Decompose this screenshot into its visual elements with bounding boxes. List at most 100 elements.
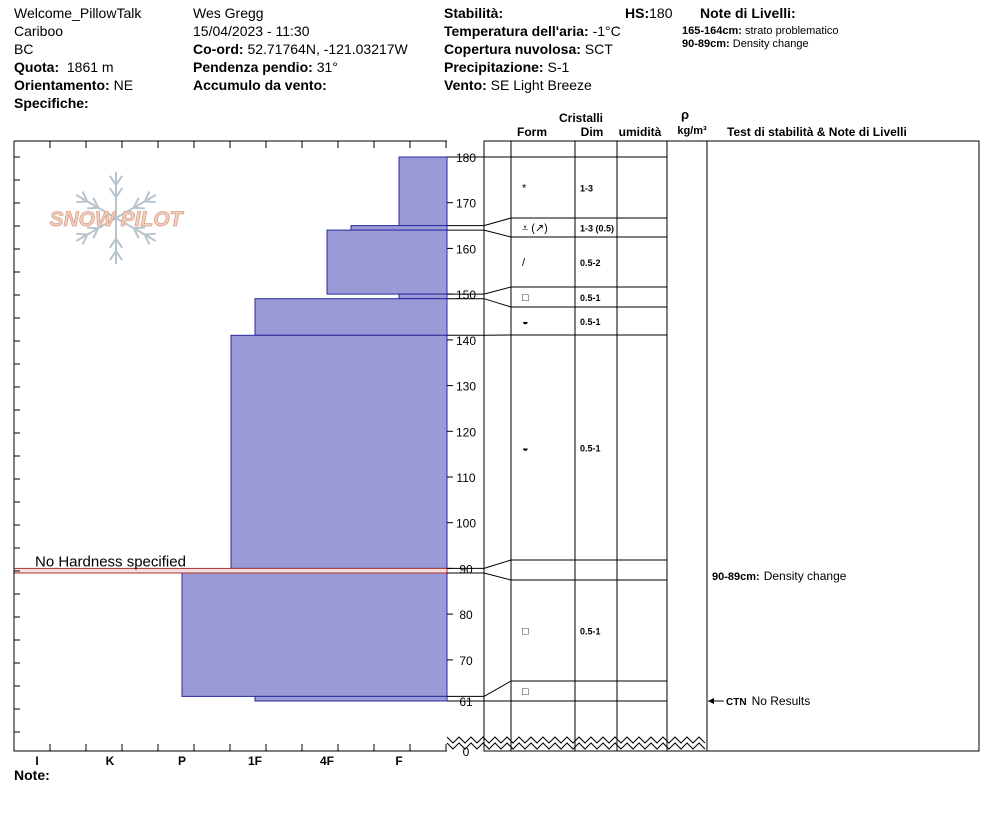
depth-axis: 180 170 160 150 140 130 120 110 100 90 80 70 61 0 bbox=[447, 151, 476, 759]
air-temp-value: -1°C bbox=[592, 23, 621, 39]
elevation-label: Quota: bbox=[14, 59, 60, 75]
depth-tick-label: 170 bbox=[456, 197, 476, 211]
aspect-value: NE bbox=[113, 77, 134, 93]
state-name: BC bbox=[14, 41, 34, 57]
hardness-tick-label: P bbox=[178, 754, 186, 768]
flake-branch bbox=[108, 238, 117, 249]
flake-branch bbox=[108, 250, 117, 261]
air-temp-label: Temperatura dell'aria: bbox=[444, 23, 589, 39]
wind-loading-row: Accumulo da vento: bbox=[193, 76, 327, 94]
flake-branch bbox=[133, 226, 145, 230]
crystal-size: 0.5-1 bbox=[580, 444, 601, 454]
site-name: Welcome_PillowTalk bbox=[14, 5, 142, 21]
depth-tick-label: 0 bbox=[463, 745, 470, 759]
notes-label: Note: bbox=[14, 767, 50, 783]
crystals-header: Cristalli bbox=[559, 111, 603, 125]
depth-tick-label: 180 bbox=[456, 151, 476, 165]
depth-connector bbox=[483, 680, 512, 697]
flake-branch bbox=[132, 227, 140, 239]
depth-tick-label: 140 bbox=[456, 334, 476, 348]
wind-loading-label: Accumulo da vento: bbox=[193, 77, 327, 93]
hardness-bar bbox=[398, 156, 448, 227]
hardness-bar bbox=[398, 293, 448, 300]
crystal-form: □ bbox=[522, 626, 529, 638]
hardness-bar bbox=[181, 572, 448, 697]
flake-branch bbox=[144, 200, 156, 204]
flake-branch bbox=[144, 232, 156, 236]
layer-comments: 90-89cm: Density change CTN No Results bbox=[708, 569, 847, 708]
aspect-label: Orientamento: bbox=[14, 77, 110, 93]
layer-comment: 90-89cm: Density change bbox=[712, 569, 847, 583]
flake-branch bbox=[87, 226, 99, 230]
watermark-text: SNOW PILOT bbox=[50, 208, 185, 231]
flake-arm bbox=[75, 217, 117, 242]
depth-connector bbox=[483, 286, 512, 295]
hs-label: HS: bbox=[625, 5, 650, 21]
no-hardness-label: No Hardness specified bbox=[35, 553, 186, 570]
hardness-bar bbox=[230, 334, 448, 569]
zigzag-break bbox=[446, 736, 706, 744]
crystal-form: / bbox=[522, 257, 526, 269]
sky-label: Copertura nuvolosa: bbox=[444, 41, 581, 57]
test-arrowhead bbox=[708, 698, 714, 704]
stability-label: Stabilità: bbox=[444, 5, 504, 21]
crystal-form: ◒ bbox=[522, 316, 529, 328]
crystal-form: * bbox=[522, 183, 527, 195]
hardness-profile: No Hardness specified bbox=[13, 156, 448, 702]
layer-comment-text: Density change bbox=[764, 569, 847, 583]
layer-notes-title: Note di Livelli: bbox=[700, 5, 796, 21]
hardness-tick-label: 1F bbox=[248, 754, 262, 768]
flake-branch bbox=[115, 238, 124, 249]
crystal-size: 0.5-1 bbox=[580, 627, 601, 637]
crystal-size: 0.5-1 bbox=[580, 293, 601, 303]
depth-tick-label: 130 bbox=[456, 380, 476, 394]
flake-arm bbox=[115, 194, 157, 219]
flake-branch bbox=[81, 234, 89, 245]
range-name: Cariboo bbox=[14, 23, 64, 39]
crystal-size: 0.5-1 bbox=[580, 317, 601, 327]
precip-value: S-1 bbox=[547, 59, 570, 75]
crystal-form: ⩡ (↗) bbox=[522, 223, 548, 235]
density-unit: kg/m³ bbox=[677, 125, 707, 137]
flake-branch bbox=[133, 206, 145, 210]
hardness-bar bbox=[350, 225, 448, 231]
wind-value: SE Light Breeze bbox=[490, 77, 592, 93]
depth-connector bbox=[483, 217, 512, 227]
slope-label: Pendenza pendio: bbox=[193, 59, 313, 75]
crystal-grid bbox=[447, 156, 667, 702]
crystal-size: 0.5-2 bbox=[580, 258, 601, 268]
stability-test-result: No Results bbox=[752, 694, 811, 708]
flake-branch bbox=[92, 227, 99, 239]
flake-branch bbox=[115, 250, 124, 261]
density-symbol: ρ bbox=[681, 107, 689, 122]
depth-tick-label: 120 bbox=[456, 425, 476, 439]
form-header: Form bbox=[517, 125, 547, 139]
hardness-tick-label: 4F bbox=[320, 754, 334, 768]
coord-label: Co-ord: bbox=[193, 41, 244, 57]
flake-branch bbox=[81, 191, 89, 202]
slope-value: 31° bbox=[316, 59, 338, 75]
depth-tick-label: 160 bbox=[456, 242, 476, 256]
stability-row: Stabilità: bbox=[444, 4, 503, 22]
flake-branch bbox=[76, 200, 88, 204]
crystal-form: □ bbox=[522, 292, 529, 304]
stability-test-name: CTN bbox=[726, 697, 747, 708]
sky-row: Copertura nuvolosa: SCT bbox=[444, 40, 613, 58]
crystal-size: 1-3 bbox=[580, 184, 593, 194]
wind-label: Vento: bbox=[444, 77, 487, 93]
flake-branch bbox=[92, 197, 100, 209]
flake-arm bbox=[115, 217, 157, 242]
crystal-form: ◒ bbox=[522, 443, 529, 455]
layer-note-text: strato problematico bbox=[745, 25, 839, 37]
layer-note-text: Density change bbox=[732, 38, 809, 50]
flake-branch bbox=[115, 187, 124, 198]
layer-note-1: 90-89cm: Density change bbox=[682, 38, 809, 51]
layer-note-range: 165-164cm: bbox=[682, 25, 742, 37]
hs-value: 180 bbox=[649, 5, 673, 21]
wind-row: Vento: SE Light Breeze bbox=[444, 76, 592, 94]
hardness-tick-label: F bbox=[395, 754, 402, 768]
depth-tick-label: 61 bbox=[459, 695, 473, 709]
depth-connector bbox=[483, 572, 512, 581]
depth-tick-label: 100 bbox=[456, 517, 476, 531]
